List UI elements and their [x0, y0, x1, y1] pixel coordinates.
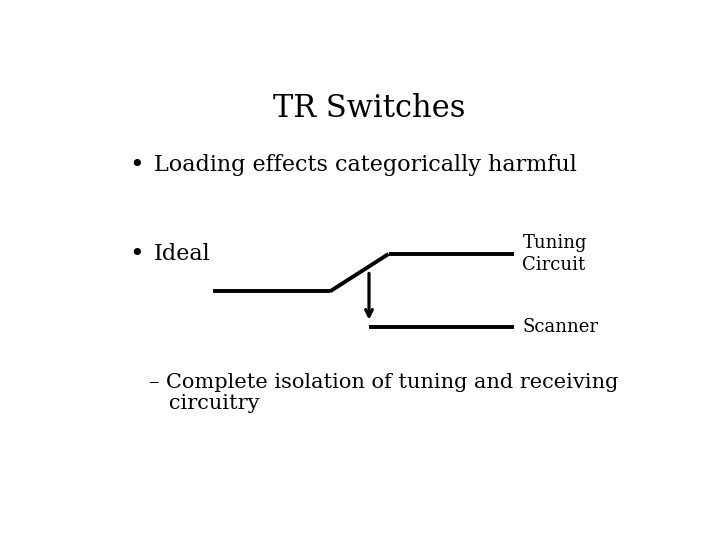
Text: Ideal: Ideal — [154, 243, 211, 265]
Text: •: • — [129, 242, 144, 266]
Text: TR Switches: TR Switches — [273, 93, 465, 124]
Text: – Complete isolation of tuning and receiving: – Complete isolation of tuning and recei… — [148, 373, 618, 393]
Text: •: • — [129, 153, 144, 177]
Text: circuitry: circuitry — [148, 394, 259, 413]
Text: Scanner: Scanner — [523, 318, 598, 336]
Text: Tuning
Circuit: Tuning Circuit — [523, 234, 587, 274]
Text: Loading effects categorically harmful: Loading effects categorically harmful — [154, 153, 577, 176]
